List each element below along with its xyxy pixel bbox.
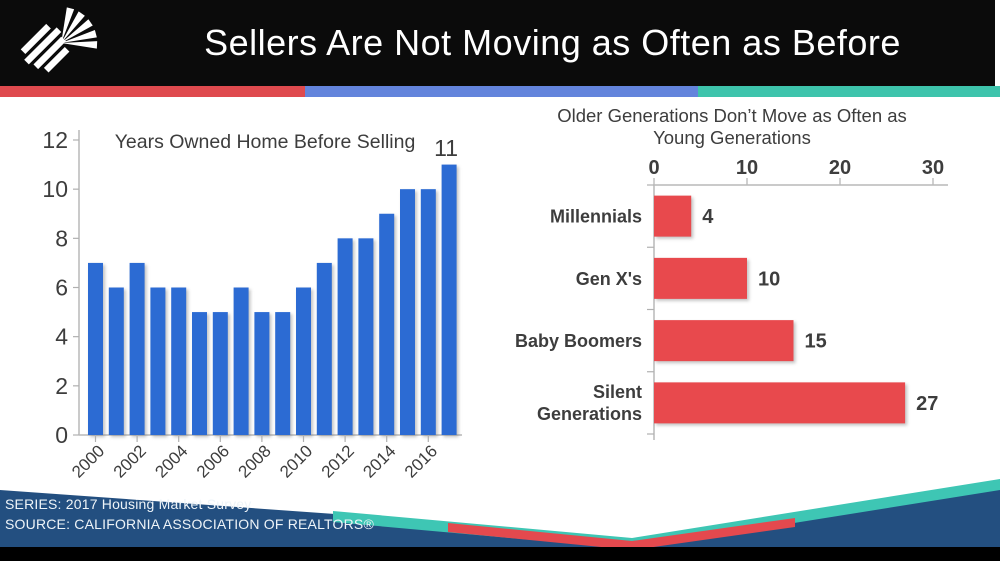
stripe-teal-segment [698,86,1000,97]
footer: SERIES: 2017 Housing Market Survey SOURC… [0,470,1000,561]
slide-title: Sellers Are Not Moving as Often as Befor… [204,22,901,63]
bottom-bar [0,547,1000,561]
value-label-4: 4 [702,206,714,228]
bar-2003 [150,287,166,435]
accent-stripe [0,86,1000,97]
bar-2012 [337,238,353,435]
y-tick-label-8: 8 [55,225,68,251]
bar-2000 [88,262,103,435]
stripe-red-segment [0,86,305,97]
value-label-10: 10 [758,268,780,290]
bar-2005 [192,312,207,435]
y-tick-label-6: 6 [55,275,68,301]
y-tick-label-2: 2 [55,373,68,399]
bar-2008 [254,312,270,435]
bar-2013 [358,238,374,435]
header: Sellers Are Not Moving as Often as Befor… [0,0,995,86]
bar-2015 [400,189,415,435]
value-label-27: 27 [916,393,938,415]
x-tick-label-30: 30 [922,157,944,179]
footer-ribbon-graphic [0,479,1000,561]
bar-2004 [171,287,187,435]
bar-2010 [296,287,311,435]
category-label-gen-x-s: Gen X's [576,269,642,289]
y-tick-label-10: 10 [42,176,68,202]
category-label-silent-generations-line2: Generations [537,404,642,424]
bar-2014 [379,213,395,435]
stripe-blue-segment [305,86,698,97]
generations-chart-svg: Older Generations Don’t Move as Often as… [515,105,948,440]
bar-millennials [654,195,692,237]
category-label-baby-boomers: Baby Boomers [515,331,642,351]
chart-title-line-2: Young Generations [653,127,811,148]
footer-red-ribbon [448,518,795,550]
bars-group [88,164,457,435]
car-logo-icon [6,2,118,84]
y-tick-label-0: 0 [55,422,68,448]
x-tick-label-20: 20 [829,157,851,179]
years-owned-chart: 0 2 4 6 8 10 12 2000 2002 2004 2006 2008 2010 2012 201… [0,100,500,490]
chart-title-line-1: Older Generations Don’t Move as Often as [557,105,907,126]
footer-text: SERIES: 2017 Housing Market Survey SOURC… [5,494,374,534]
category-label-silent-generations-line1: Silent [593,382,642,402]
category-label-millennials: Millennials [550,207,642,227]
y-tick-label-12: 12 [42,127,68,153]
value-label-15: 15 [805,331,827,353]
chart-title: Years Owned Home Before Selling [115,131,416,153]
x-tick-label-10: 10 [736,157,758,179]
y-tick-label-4: 4 [55,324,68,350]
bar-2017 [441,164,457,435]
footer-source-line: SOURCE: CALIFORNIA ASSOCIATION OF REALTO… [5,516,374,532]
bar-silent-generations [654,382,906,424]
bar-baby-boomers [654,320,794,362]
bar-2006 [212,312,228,435]
footer-navy-band [0,489,1000,561]
x-tick-label-0: 0 [648,157,659,179]
annotation-last-value: 11 [434,135,458,161]
bar-2001 [108,287,124,435]
bar-2002 [129,262,145,435]
bar-2016 [420,189,436,435]
bar-gen-x-s [654,257,747,299]
bar-2009 [275,312,291,435]
footer-series-line: SERIES: 2017 Housing Market Survey [5,496,252,512]
bar-2011 [316,262,332,435]
bar-2007 [233,287,249,435]
generations-chart: Older Generations Don’t Move as Often as… [500,100,1000,490]
bars-group [654,195,906,424]
